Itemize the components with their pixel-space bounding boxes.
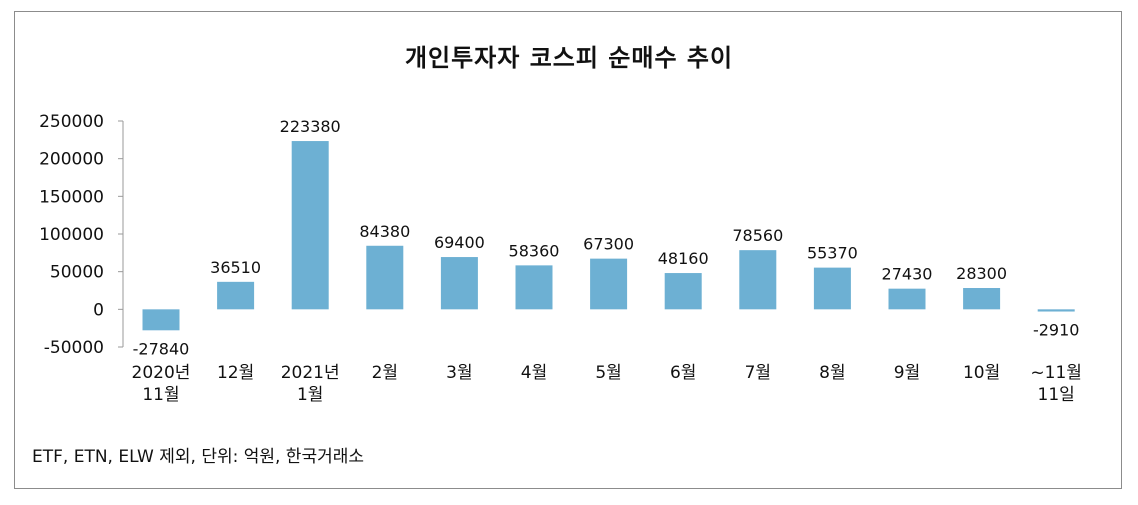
data-label: -27840 bbox=[133, 339, 190, 358]
bar bbox=[963, 288, 1001, 310]
x-tick-label: 6월 bbox=[670, 363, 696, 383]
y-tick-label: 50000 bbox=[50, 263, 104, 283]
data-label: 28300 bbox=[956, 264, 1007, 283]
x-tick-label: 10월 bbox=[963, 363, 1000, 383]
x-tick-label: 1월 bbox=[297, 385, 323, 405]
data-label: -2910 bbox=[1033, 321, 1080, 340]
bar bbox=[440, 257, 478, 310]
x-tick-label: 3월 bbox=[446, 363, 472, 383]
x-tick-label: 11월 bbox=[142, 385, 179, 405]
data-label: 223380 bbox=[280, 117, 341, 136]
bar bbox=[739, 250, 777, 310]
data-label: 67300 bbox=[583, 235, 634, 254]
x-tick-label: 9월 bbox=[894, 363, 920, 383]
bar bbox=[1037, 309, 1075, 312]
y-tick-label: 150000 bbox=[39, 187, 104, 207]
x-tick-label: 12월 bbox=[217, 363, 254, 383]
y-tick-label: 100000 bbox=[39, 225, 104, 245]
footnote: ETF, ETN, ELW 제외, 단위: 억원, 한국거래소 bbox=[32, 447, 365, 467]
bar bbox=[217, 281, 255, 310]
data-label: 27430 bbox=[882, 265, 933, 284]
x-tick-label: 2월 bbox=[372, 363, 398, 383]
y-tick-label: 0 bbox=[93, 300, 104, 320]
data-label: 69400 bbox=[434, 233, 485, 252]
chart-frame bbox=[14, 11, 1122, 489]
bar bbox=[291, 141, 329, 310]
bar bbox=[366, 245, 404, 310]
bar bbox=[813, 267, 851, 310]
data-label: 84380 bbox=[359, 222, 410, 241]
data-label: 48160 bbox=[658, 249, 709, 268]
x-tick-label: 7월 bbox=[745, 363, 771, 383]
x-tick-label: 4월 bbox=[521, 363, 547, 383]
y-tick-label: 250000 bbox=[39, 112, 104, 132]
chart-title: 개인투자자 코스피 순매수 추이 bbox=[404, 44, 734, 72]
x-tick-label: 2021년 bbox=[281, 363, 340, 383]
x-tick-label: 11일 bbox=[1038, 385, 1075, 405]
bar bbox=[142, 309, 180, 331]
bar bbox=[888, 288, 926, 310]
y-tick-label: 200000 bbox=[39, 150, 104, 170]
y-tick-label: -50000 bbox=[44, 338, 104, 358]
x-tick-label: 8월 bbox=[819, 363, 845, 383]
x-tick-label: ~11월 bbox=[1030, 363, 1082, 383]
data-label: 55370 bbox=[807, 244, 858, 263]
data-label: 58360 bbox=[509, 241, 560, 260]
x-tick-label: 2020년 bbox=[132, 363, 191, 383]
data-label: 78560 bbox=[732, 226, 783, 245]
data-label: 36510 bbox=[210, 258, 261, 277]
bar bbox=[590, 258, 628, 310]
x-tick-label: 5월 bbox=[595, 363, 621, 383]
bar bbox=[664, 273, 702, 310]
bar bbox=[515, 265, 553, 310]
